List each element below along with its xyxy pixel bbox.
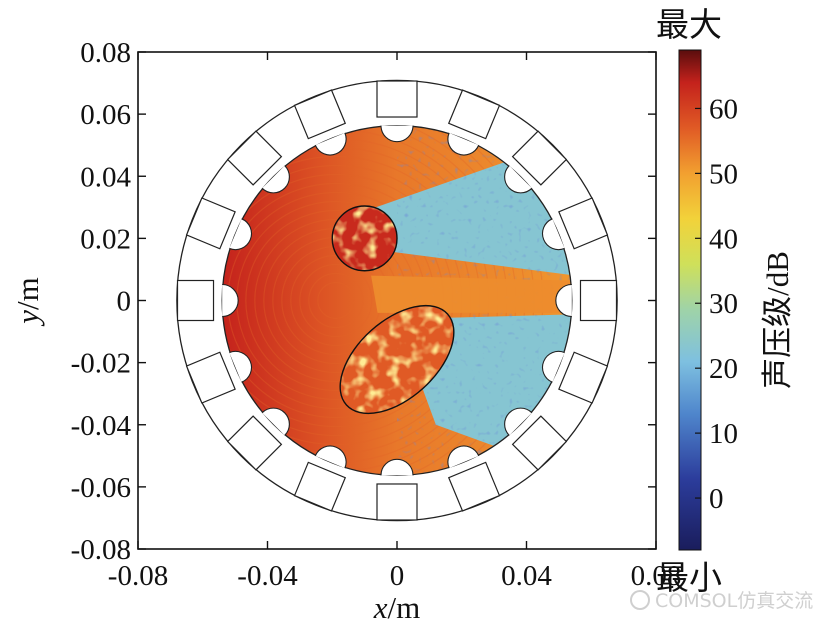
transducer-body: [579, 279, 618, 322]
y-tick-label: -0.06: [71, 472, 131, 504]
transducer-face: [261, 407, 290, 436]
transducer-body: [293, 461, 347, 512]
transducer-face: [504, 407, 533, 436]
colorbar-gradient: [678, 49, 702, 551]
upper-scatterer: [331, 205, 398, 272]
colorbar-tick-label: 20: [709, 353, 738, 385]
transducer-face: [314, 132, 347, 156]
x-tick-label: 0: [390, 560, 405, 592]
transducer-body: [376, 483, 418, 521]
transducer: [558, 351, 609, 404]
transducer: [185, 351, 236, 404]
transducer-face: [447, 132, 480, 156]
x-axis-variable: x: [373, 590, 388, 625]
x-tick-label: 0.04: [501, 560, 552, 592]
colorbar-tick-label: 50: [709, 158, 738, 190]
colorbar-title: 声压级/dB: [760, 251, 795, 389]
colorbar-tick-label: 60: [709, 93, 738, 125]
transducer-body: [511, 130, 568, 186]
transducer-body: [226, 130, 283, 186]
colorbar-tick-label: 0: [709, 483, 724, 515]
lower-scatterer-outline: [339, 304, 455, 415]
transducer: [447, 89, 501, 140]
transducer-face: [504, 165, 533, 194]
transducer: [293, 89, 347, 140]
transducer: [376, 80, 418, 118]
x-tick-label: -0.08: [108, 560, 168, 592]
transducer: [226, 415, 283, 471]
watermark-text: COMSOL仿真交流: [655, 590, 813, 612]
y-tick-label: 0: [117, 286, 132, 318]
plot-area: [176, 79, 618, 522]
colorbar-tick-label: 40: [709, 223, 738, 255]
transducer-face: [542, 218, 565, 251]
transducer-face: [261, 165, 290, 194]
colorbar-max-label: 最大: [656, 5, 722, 44]
y-axis-title: y/m: [10, 277, 45, 327]
watermark: COMSOL仿真交流: [630, 590, 813, 612]
transducer-face: [229, 218, 252, 251]
y-tick-label: 0.08: [80, 37, 131, 69]
interference-ripple: [308, 272, 364, 329]
interference-ripple: [317, 281, 355, 320]
transducer-body: [226, 415, 283, 471]
transducer-face: [380, 458, 414, 476]
transducer-face: [229, 350, 252, 383]
transducer: [185, 197, 236, 250]
transducer: [376, 483, 418, 521]
y-tick-label: 0.06: [80, 99, 131, 131]
colorbar-tick-label: 30: [709, 288, 738, 320]
transducer-body: [558, 197, 609, 250]
transducer: [176, 279, 215, 322]
transducer-body: [447, 461, 501, 512]
transducer-body: [447, 89, 501, 140]
chat-bubble-icon: [630, 590, 650, 610]
transducer-face: [314, 445, 347, 469]
x-axis-unit: /m: [388, 590, 421, 625]
axes: -0.08 -0.04 0 0.04 0.08 0.08 0.06 0.04 0.02 0 -0.0…: [71, 37, 682, 592]
transducer-face: [542, 350, 565, 383]
y-tick-label: -0.02: [71, 348, 131, 380]
colorbar-min-label: 最小: [656, 558, 722, 597]
transducer-body: [176, 279, 215, 322]
colorbar: 0 10 20 30 40 50 60: [678, 49, 738, 551]
transducer: [511, 130, 568, 186]
x-axis-title: x/m: [373, 590, 421, 625]
transducer: [226, 130, 283, 186]
transducer-face: [380, 125, 414, 143]
transducer-body: [558, 351, 609, 404]
x-tick-label: 0.08: [631, 560, 682, 592]
transducer: [511, 415, 568, 471]
transducer: [558, 197, 609, 250]
y-tick-label: 0.04: [80, 161, 131, 193]
y-tick-label: -0.08: [71, 534, 131, 566]
upper-scatterer-texture: [332, 206, 397, 271]
transducer-body: [511, 415, 568, 471]
transducer-body: [293, 89, 347, 140]
transducer-face: [447, 445, 480, 469]
transducer: [447, 461, 501, 512]
colorbar-tick-label: 10: [709, 418, 738, 450]
outer-wall: [176, 79, 618, 522]
transducer: [579, 279, 618, 322]
upper-scatterer-outline: [331, 205, 398, 272]
interference-ripple: [299, 263, 373, 338]
y-tick-label: -0.04: [71, 410, 132, 442]
transducer-body: [185, 351, 236, 404]
transducer: [293, 461, 347, 512]
y-axis-variable: y: [10, 310, 45, 327]
y-axis-unit: /m: [10, 277, 45, 310]
transducer-body: [376, 80, 418, 118]
transducer-body: [185, 197, 236, 250]
y-tick-label: 0.02: [80, 223, 131, 255]
transducer-face: [222, 283, 239, 318]
x-tick-label: -0.04: [237, 560, 298, 592]
transducer-face: [555, 283, 572, 318]
